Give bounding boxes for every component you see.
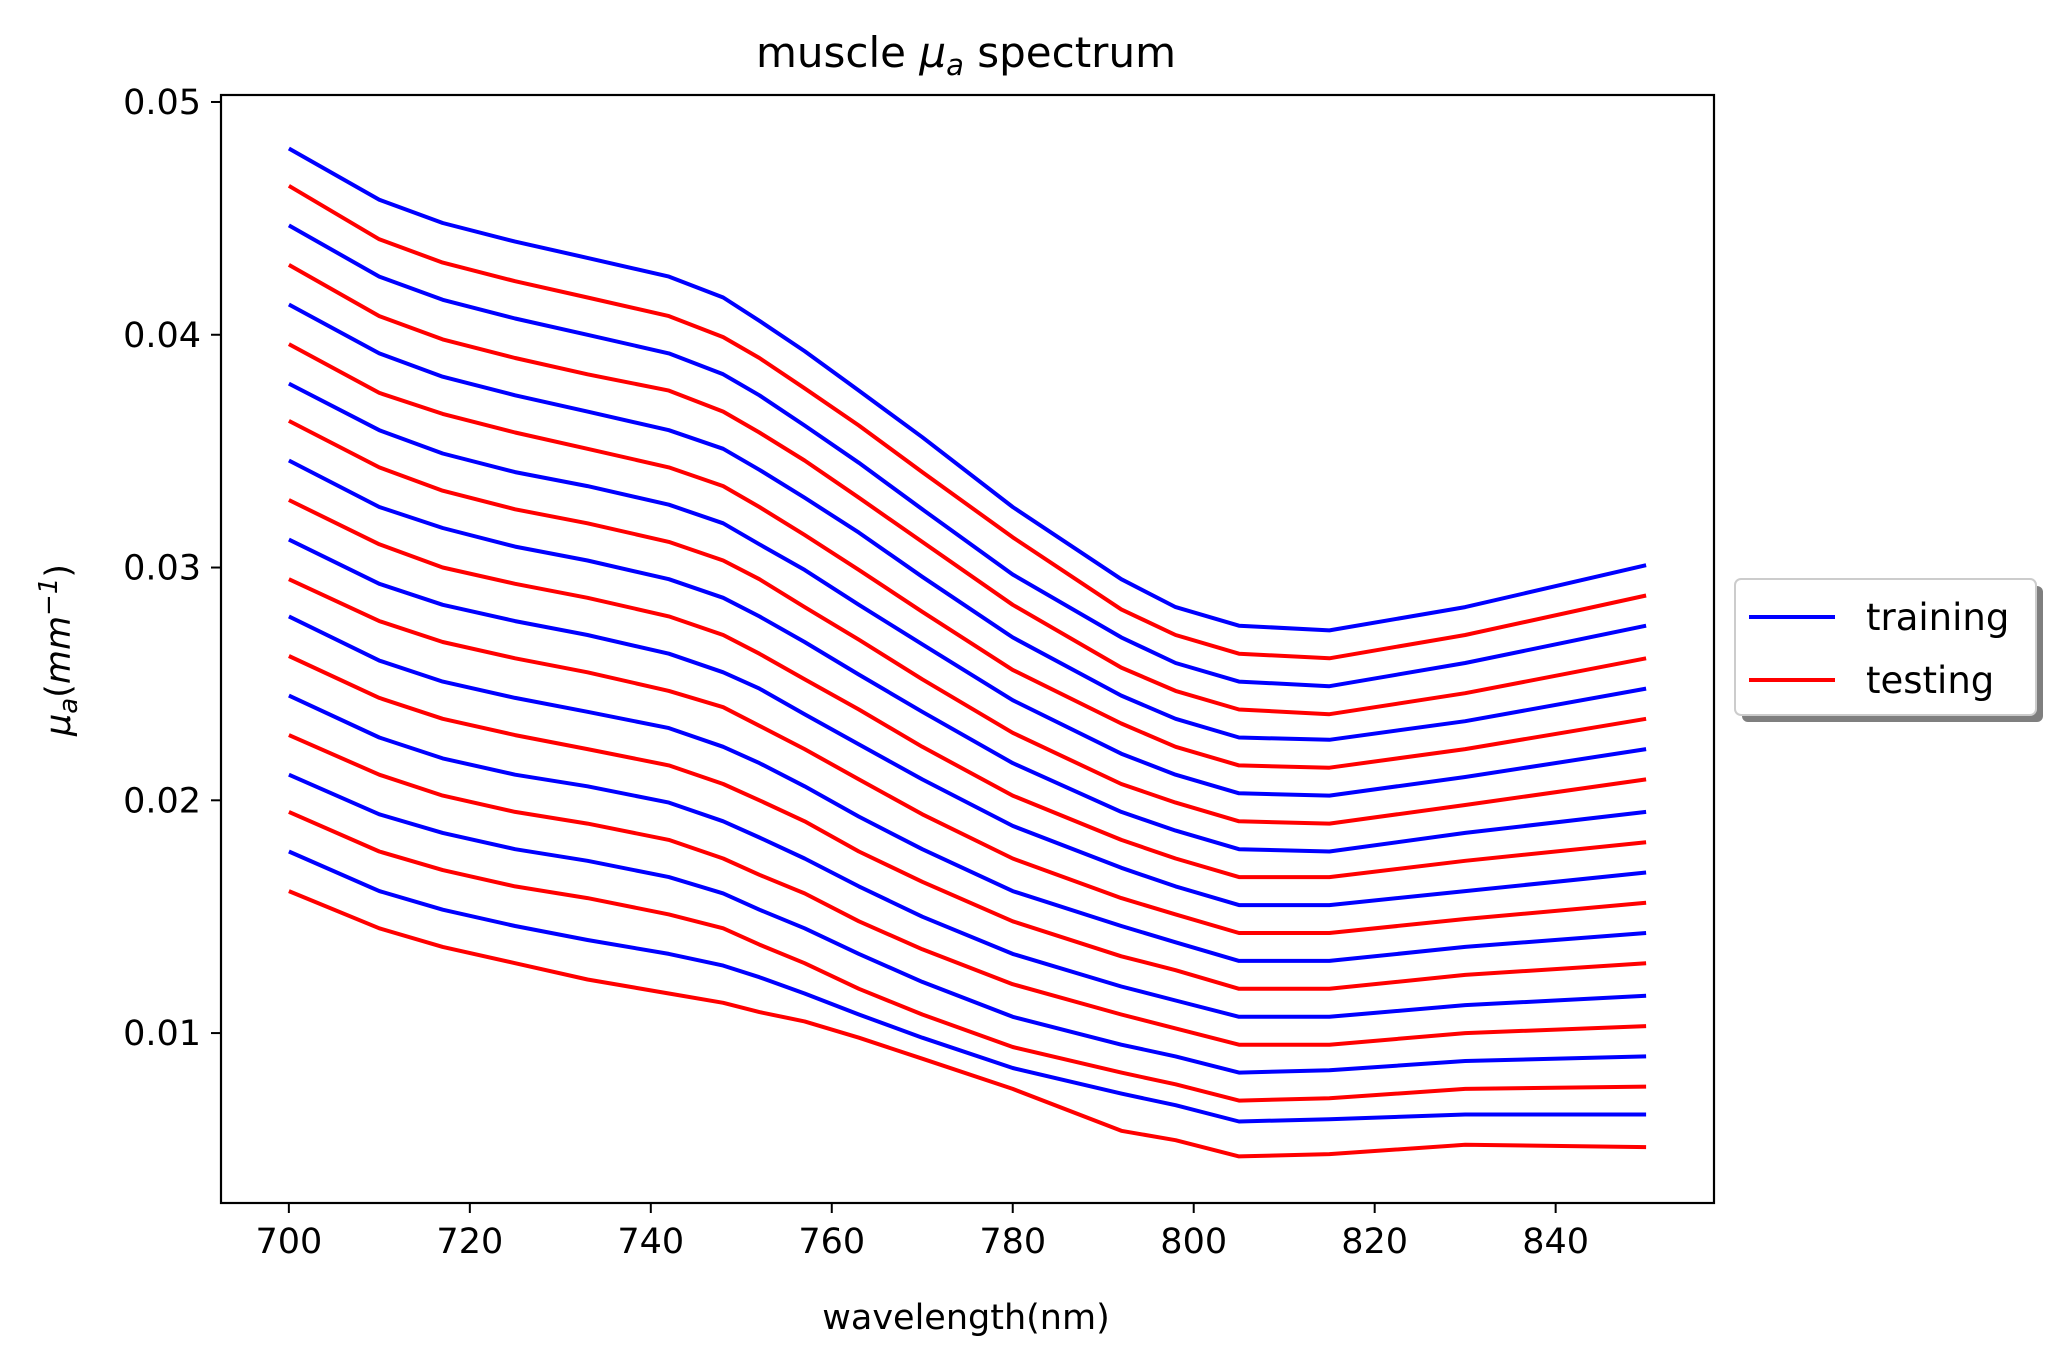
x-tick-label: 740 [617, 1222, 684, 1262]
x-tick-label: 720 [436, 1222, 503, 1262]
y-axis-ticks: 0.01 0.02 0.03 0.04 0.05 [123, 83, 221, 1054]
y-tick-label: 0.02 [123, 781, 201, 821]
testing-line-3 [287, 263, 1647, 717]
x-tick-label: 700 [255, 1222, 322, 1262]
y-axis-label: μa(mm−1) [34, 564, 84, 737]
x-tick-label: 800 [1160, 1222, 1227, 1262]
testing-line-7 [287, 419, 1647, 826]
training-line-4 [287, 302, 1647, 742]
series-layer [287, 146, 1647, 1159]
legend: training testing [1734, 578, 2043, 722]
testing-line-1 [287, 184, 1647, 661]
x-tick-label: 820 [1341, 1222, 1408, 1262]
testing-line-17 [288, 810, 1647, 1103]
testing-line-11 [288, 577, 1647, 935]
testing-line-5 [287, 342, 1647, 770]
y-tick-label: 0.05 [123, 83, 201, 123]
x-tick-label: 780 [979, 1222, 1046, 1262]
x-axis-label: wavelength(nm) [822, 1298, 1109, 1338]
training-line-10 [288, 537, 1647, 908]
testing-line-15 [288, 733, 1647, 1047]
testing-line-9 [288, 498, 1647, 880]
x-tick-label: 760 [798, 1222, 865, 1262]
training-line-14 [288, 693, 1647, 1019]
testing-line-19 [288, 889, 1647, 1159]
training-line-2 [287, 223, 1647, 689]
legend-label-training: training [1866, 596, 2009, 639]
legend-label-testing: testing [1866, 659, 1994, 702]
testing-line-13 [288, 654, 1647, 991]
plot-frame [219, 93, 1716, 1205]
y-tick-label: 0.03 [123, 549, 201, 589]
training-line-12 [288, 614, 1647, 963]
training-line-8 [287, 458, 1647, 854]
chart-title: muscle μa spectrum [756, 28, 1176, 82]
training-line-16 [288, 772, 1647, 1075]
training-line-0 [287, 146, 1647, 633]
x-axis-ticks: 700 720 740 760 780 800 820 840 [255, 1203, 1589, 1262]
y-tick-label: 0.04 [123, 316, 201, 356]
training-line-18 [288, 849, 1647, 1124]
training-line-6 [287, 381, 1647, 798]
x-tick-label: 840 [1522, 1222, 1589, 1262]
y-tick-label: 0.01 [123, 1014, 201, 1054]
